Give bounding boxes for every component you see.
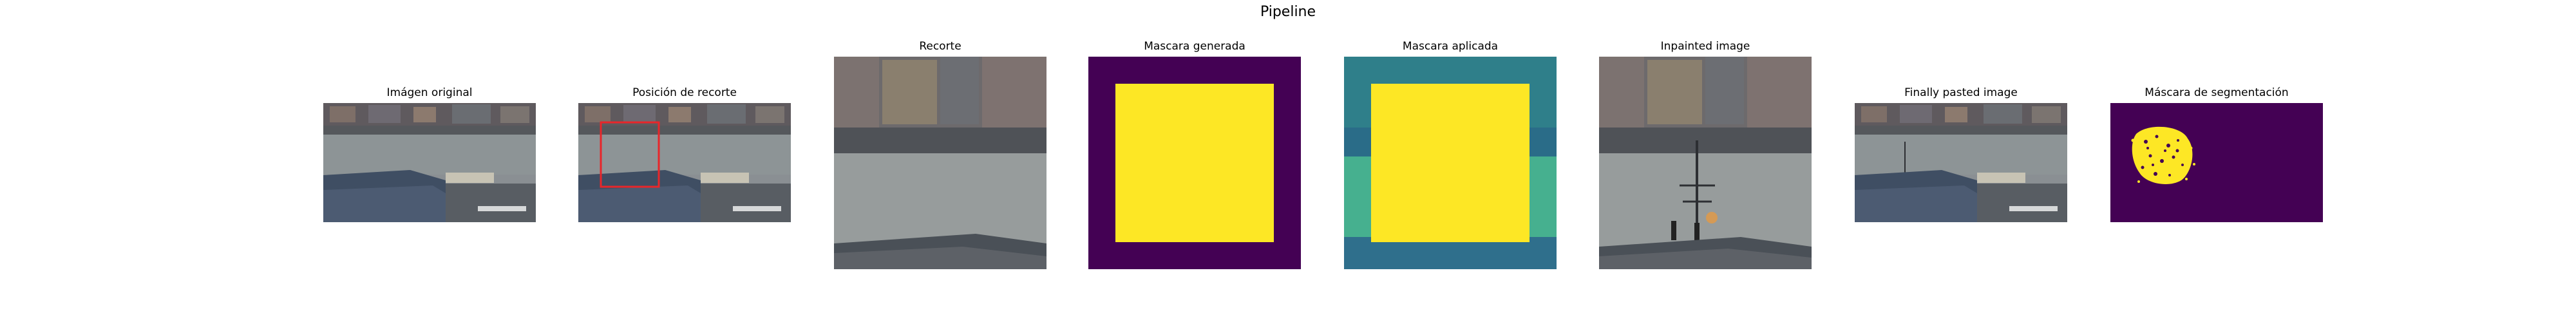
panel-crop-position: Posición de recorte bbox=[578, 86, 791, 222]
generated-mask-image bbox=[1088, 57, 1301, 269]
panel-title: Recorte bbox=[919, 40, 961, 53]
panel-generated-mask: Mascara generada bbox=[1088, 40, 1301, 269]
panel-title: Mascara generada bbox=[1144, 40, 1245, 53]
panel-title: Posición de recorte bbox=[632, 86, 737, 99]
panel-title: Máscara de segmentación bbox=[2145, 86, 2289, 99]
panel-original-image: Imágen original bbox=[323, 86, 536, 222]
crop-image bbox=[834, 57, 1046, 269]
panel-inpainted-image: Inpainted image bbox=[1599, 40, 1812, 269]
pasted-image bbox=[1855, 103, 2067, 222]
panel-title: Inpainted image bbox=[1660, 40, 1750, 53]
panel-pasted-image: Finally pasted image bbox=[1855, 86, 2067, 222]
panel-title: Mascara aplicada bbox=[1402, 40, 1499, 53]
panel-title: Imágen original bbox=[386, 86, 473, 99]
applied-mask-image bbox=[1344, 57, 1557, 269]
segmentation-mask-image bbox=[2110, 103, 2323, 222]
panel-applied-mask: Mascara aplicada bbox=[1344, 40, 1557, 269]
inpainted-image bbox=[1599, 57, 1812, 269]
figure-title: Pipeline bbox=[1260, 4, 1316, 20]
panel-title: Finally pasted image bbox=[1904, 86, 2018, 99]
panel-crop: Recorte bbox=[834, 40, 1046, 269]
crop-rectangle bbox=[600, 121, 660, 188]
panel-segmentation-mask: Máscara de segmentación bbox=[2110, 86, 2323, 222]
crop-position-image bbox=[578, 103, 791, 222]
original-image bbox=[323, 103, 536, 222]
